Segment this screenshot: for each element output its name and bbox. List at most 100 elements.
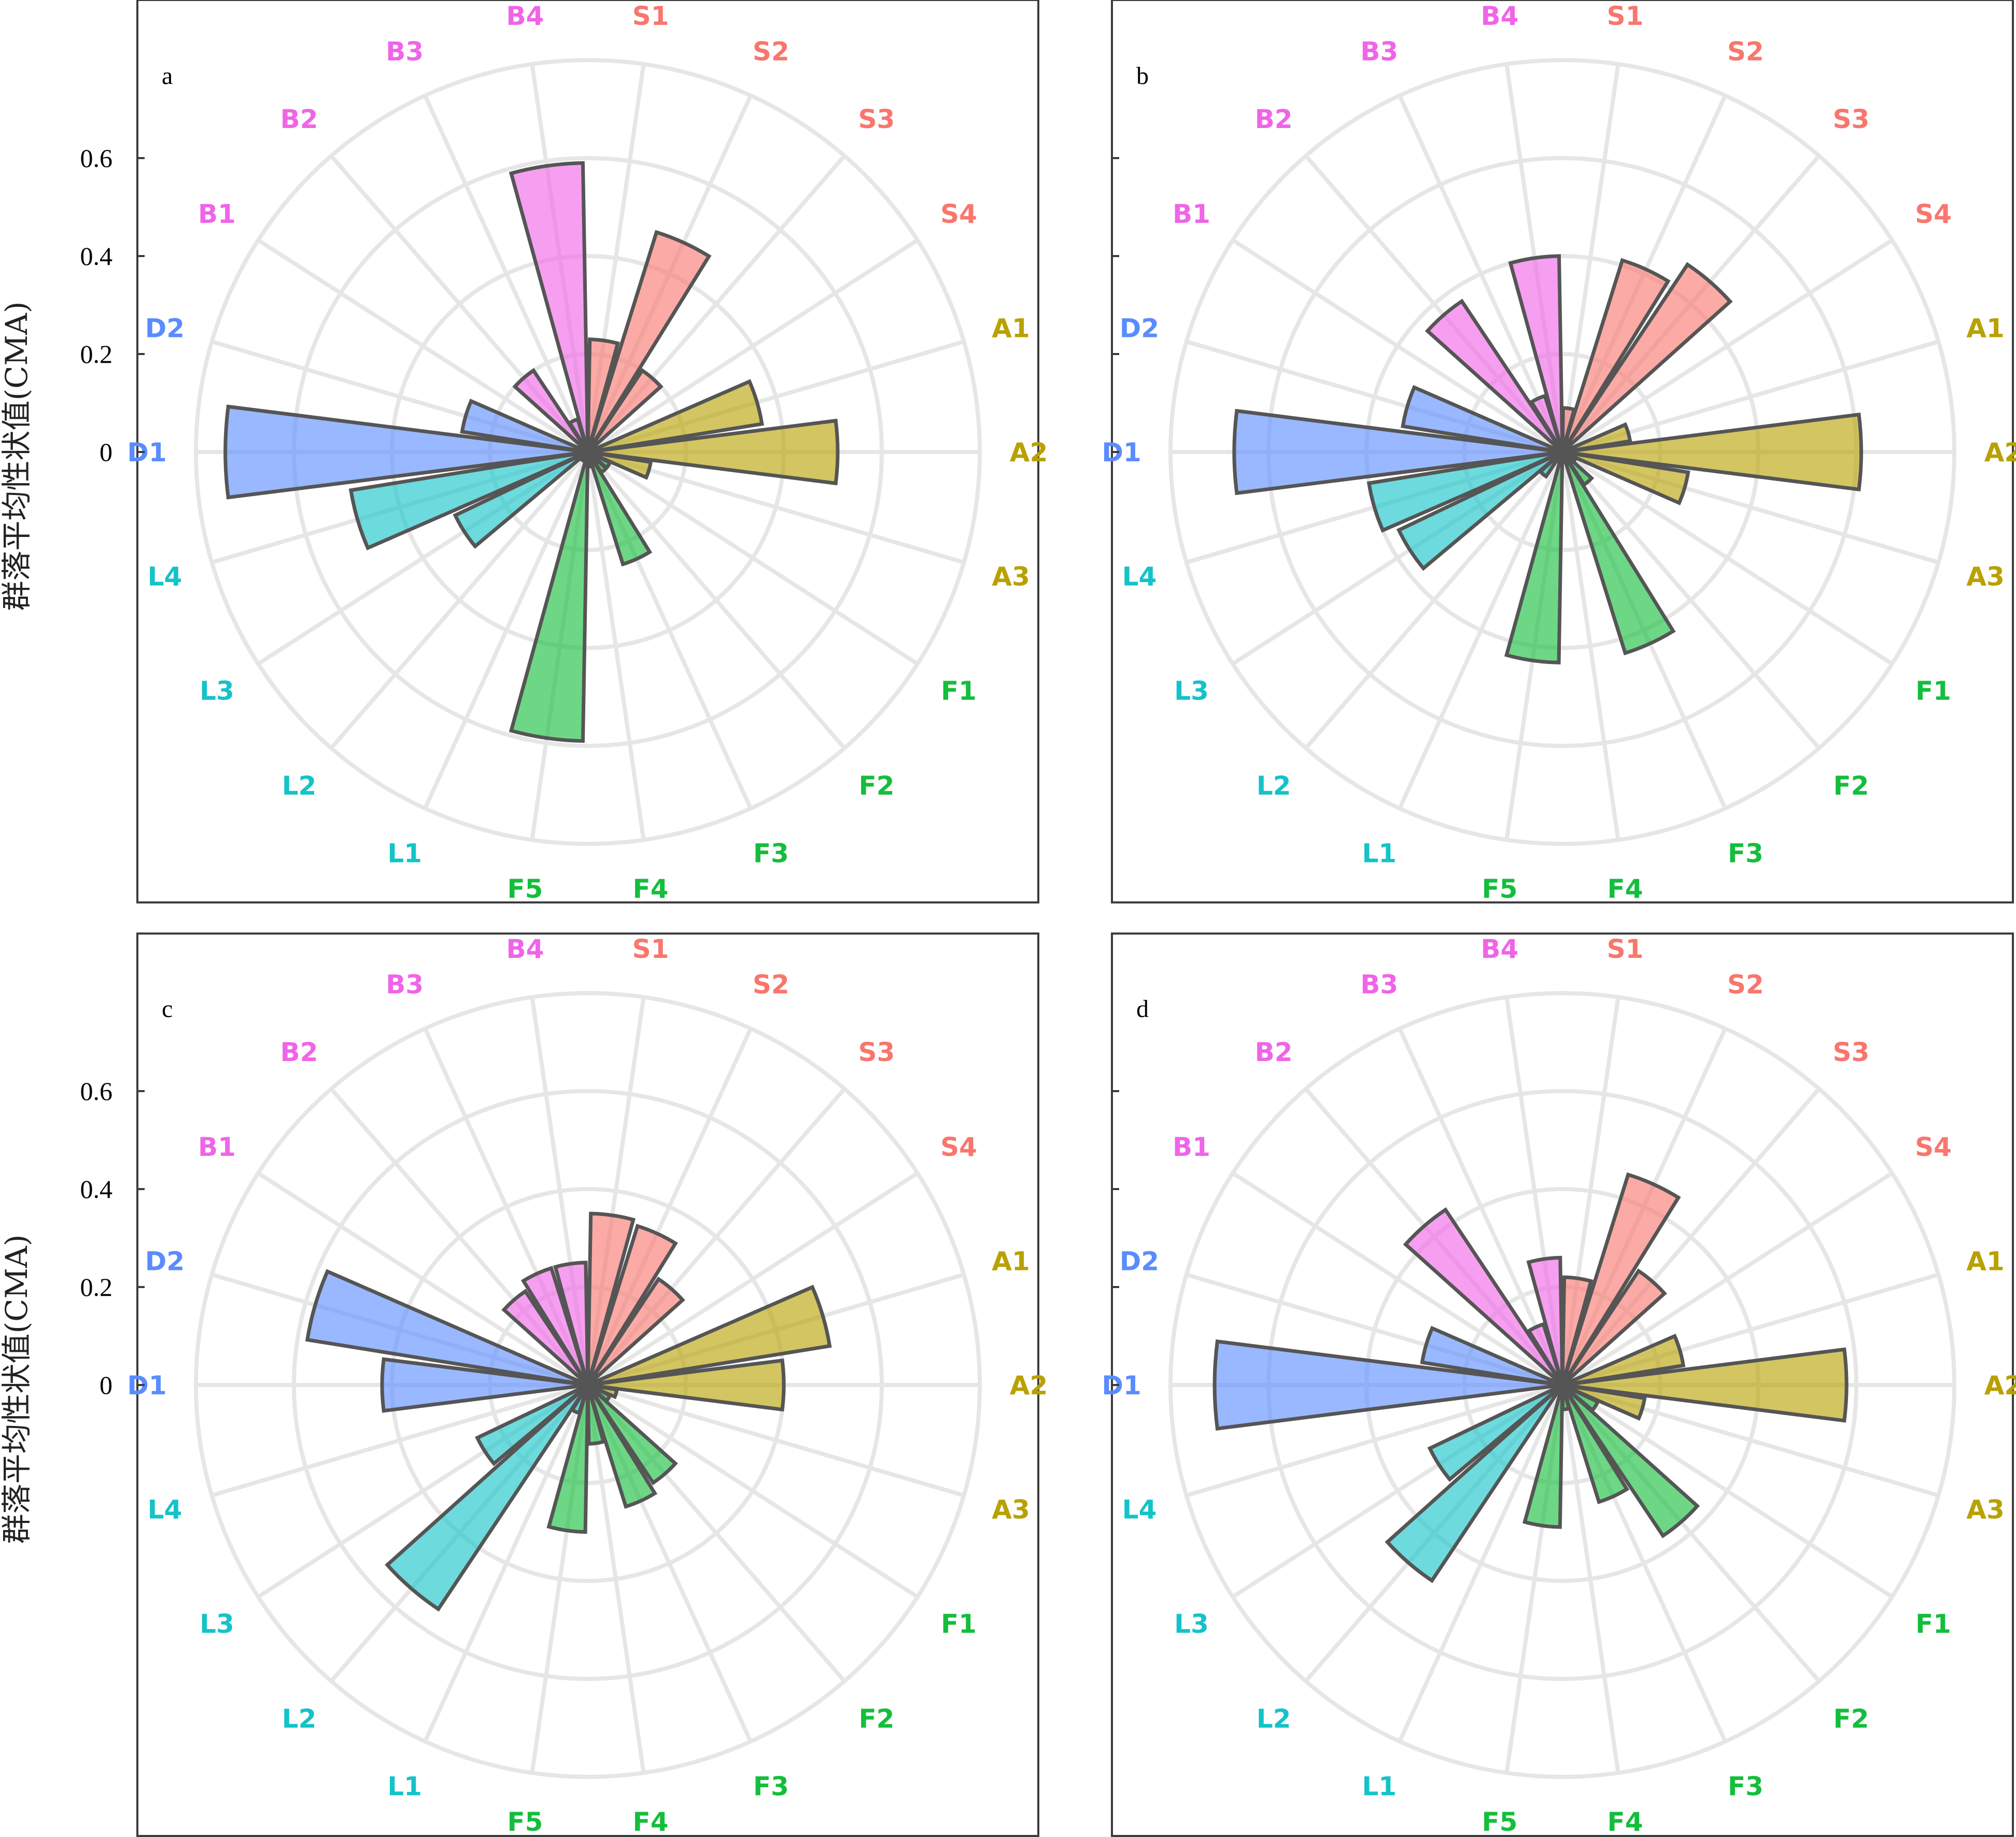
category-label-f3: F3 — [1728, 839, 1764, 869]
grid-spoke-l1 — [423, 451, 590, 810]
category-label-l3: L3 — [1174, 1609, 1209, 1639]
category-label-f5: F5 — [507, 874, 543, 904]
panel-a: S1 S2 S3 S4 A1 A2 A3 F1 F2 F3 F4 F5 L1 L2 L3 L4 D1 D2 B1 B2… — [0, 0, 1048, 904]
grid-spoke-s4 — [1561, 1171, 1894, 1387]
category-label-a1: A1 — [992, 313, 1030, 343]
bar-b3 — [1529, 393, 1564, 453]
category-label-l3: L3 — [1174, 676, 1209, 706]
bar-s3 — [1561, 262, 1733, 454]
category-label-s2: S2 — [753, 36, 790, 66]
grid-spoke-f1 — [1561, 450, 1894, 666]
category-label-f5: F5 — [1482, 874, 1517, 904]
panel-d: S1 S2 S3 S4 A1 A2 A3 F1 F2 F3 F4 F5 L1 L2 L3 L4 D1 D2 B1 B2… — [1102, 932, 2016, 1837]
bar-s3 — [586, 1276, 685, 1387]
category-label-b4: B4 — [1481, 1, 1519, 31]
bar-d2 — [305, 1269, 589, 1387]
category-label-b4: B4 — [506, 1, 544, 31]
bar-f2 — [1561, 1383, 1700, 1538]
category-label-d2: D2 — [145, 1246, 185, 1276]
panel-b-letter: b — [1136, 62, 1149, 90]
bar-f4 — [586, 1384, 606, 1446]
grid-spoke-f4 — [586, 1384, 646, 1773]
bar-b4 — [553, 1261, 590, 1386]
bar-d2 — [460, 399, 589, 454]
category-label-b1: B1 — [1173, 1132, 1210, 1162]
grid-spoke-f1 — [1561, 1383, 1894, 1599]
category-label-s4: S4 — [940, 199, 977, 229]
panel-b-category-labels: S1 S2 S3 S4 A1 A2 A3 F1 F2 F3 F4 F5 L1 L2 L3 L4 D1 D2 B1 B2… — [1102, 1, 2016, 904]
grid-spoke-b1 — [257, 1171, 589, 1387]
y-tick-label: 0.2 — [80, 340, 113, 369]
bar-d2 — [1401, 385, 1563, 454]
category-label-s2: S2 — [1727, 36, 1764, 66]
category-label-d2: D2 — [145, 313, 185, 343]
category-label-b4: B4 — [506, 934, 544, 964]
grid-spoke-l1 — [1398, 1384, 1564, 1743]
grid-spoke-b1 — [1231, 238, 1564, 454]
category-label-s1: S1 — [1607, 1, 1644, 31]
grid-spoke-b1 — [257, 238, 589, 454]
bar-l4 — [348, 450, 589, 550]
category-label-f3: F3 — [1728, 1772, 1764, 1802]
category-label-f5: F5 — [1482, 1807, 1517, 1837]
category-label-b3: B3 — [1360, 969, 1398, 999]
grid-spoke-f1 — [586, 450, 919, 666]
category-label-b2: B2 — [280, 1037, 318, 1067]
category-label-f4: F4 — [1608, 874, 1643, 904]
category-label-a3: A3 — [1966, 1495, 2005, 1525]
panel-a-category-labels: S1 S2 S3 S4 A1 A2 A3 F1 F2 F3 F4 F5 L1 L2 L3 L4 D1 D2 B1 B2… — [127, 1, 1048, 904]
category-label-b4: B4 — [1481, 934, 1519, 964]
category-label-f2: F2 — [858, 771, 894, 801]
category-label-s3: S3 — [858, 104, 895, 134]
category-label-f1: F1 — [1915, 676, 1951, 706]
bar-s2 — [1560, 258, 1671, 453]
bar-l2 — [1385, 1383, 1564, 1584]
bar-s2 — [586, 230, 712, 453]
bar-a2 — [1562, 1347, 1849, 1423]
category-label-s3: S3 — [1833, 104, 1870, 134]
category-label-s2: S2 — [1727, 969, 1764, 999]
category-label-l4: L4 — [1122, 562, 1157, 592]
grid-spoke-l1 — [1398, 451, 1564, 810]
bar-l3 — [453, 450, 589, 549]
bar-d1 — [1213, 1339, 1563, 1431]
bar-a1 — [1561, 1333, 1686, 1387]
category-label-s4: S4 — [1915, 199, 1952, 229]
category-label-l2: L2 — [282, 1704, 317, 1734]
category-label-l2: L2 — [1257, 1704, 1291, 1734]
bar-f2 — [586, 1383, 678, 1486]
category-label-s1: S1 — [1607, 934, 1644, 964]
category-label-s4: S4 — [1915, 1132, 1952, 1162]
bar-s3 — [586, 368, 664, 454]
category-label-a2: A2 — [1984, 437, 2016, 468]
category-label-l1: L1 — [1362, 839, 1397, 869]
category-label-b2: B2 — [280, 104, 318, 134]
bar-f5 — [509, 451, 590, 743]
bar-l2 — [385, 1383, 589, 1612]
grid-spoke-f4 — [1560, 451, 1620, 840]
category-label-l3: L3 — [200, 1609, 234, 1639]
grid-spoke-l4 — [211, 1383, 589, 1497]
category-label-l2: L2 — [1257, 771, 1291, 801]
panel-a-y-axis: 0 0.2 0.4 0.6 — [80, 144, 145, 467]
category-label-f1: F1 — [941, 1609, 977, 1639]
bar-f3 — [1560, 451, 1676, 656]
panel-a-bars — [223, 161, 840, 743]
category-label-a2: A2 — [1984, 1370, 2016, 1401]
y-tick-label: 0.2 — [80, 1273, 113, 1302]
category-label-l2: L2 — [282, 771, 317, 801]
bar-f3 — [586, 1384, 658, 1509]
bar-s2 — [586, 1223, 678, 1386]
bar-f5 — [1504, 451, 1564, 665]
bar-b2 — [501, 1289, 589, 1387]
category-label-l4: L4 — [148, 562, 182, 592]
bar-s1 — [586, 1211, 636, 1386]
category-label-d1: D1 — [1102, 1370, 1141, 1401]
bar-s3 — [1561, 1268, 1667, 1387]
bar-f5 — [1522, 1384, 1564, 1529]
category-label-f4: F4 — [1608, 1807, 1643, 1837]
panel-d-bars — [1213, 1172, 1849, 1584]
bar-b4 — [1508, 254, 1564, 453]
category-label-a2: A2 — [1010, 1370, 1048, 1401]
bar-b4 — [509, 161, 590, 453]
